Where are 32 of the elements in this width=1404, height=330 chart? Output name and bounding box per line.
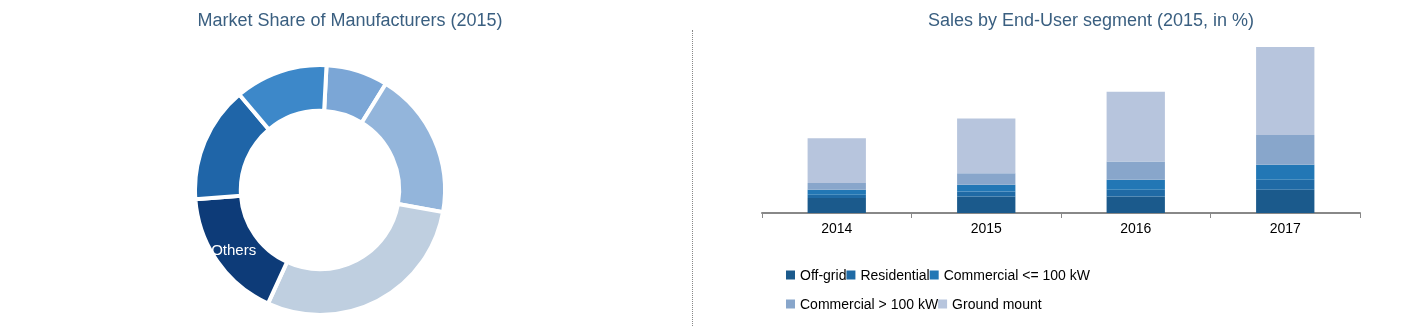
legend-label: Ground mount [952, 296, 1042, 312]
legend-label: Commercial <= 100 kW [943, 267, 1091, 283]
legend-label: Off-grid [800, 267, 847, 283]
bar [807, 189, 866, 195]
bar [957, 191, 1016, 197]
bar [957, 196, 1016, 213]
bar [957, 184, 1016, 192]
bar [1106, 161, 1165, 180]
bar [957, 118, 1016, 174]
bar [1106, 179, 1165, 190]
slice-label: Others [211, 241, 257, 259]
legend-label: Residential [860, 267, 930, 283]
bar [1106, 91, 1165, 162]
bar [1256, 47, 1315, 135]
bar [1256, 189, 1315, 213]
x-tick-label: 2015 [970, 220, 1003, 236]
x-tick-label: 2017 [1269, 220, 1302, 236]
bar [1256, 179, 1315, 190]
bar [807, 198, 866, 213]
x-tick-label: 2014 [821, 220, 853, 236]
bar [957, 173, 1016, 185]
bar [1106, 196, 1165, 213]
bar [807, 183, 866, 190]
chart-title: Market Share of Manufacturers (2015) [197, 10, 503, 30]
bar [1106, 189, 1165, 197]
x-tick-label: 2016 [1120, 220, 1152, 236]
bar [807, 138, 866, 184]
chart-title: Sales by End-User segment (2015, in %) [927, 10, 1255, 30]
legend-label: Commercial > 100 kW [800, 296, 939, 312]
bar [1256, 164, 1315, 180]
bar [807, 194, 866, 199]
bar [1256, 134, 1315, 165]
